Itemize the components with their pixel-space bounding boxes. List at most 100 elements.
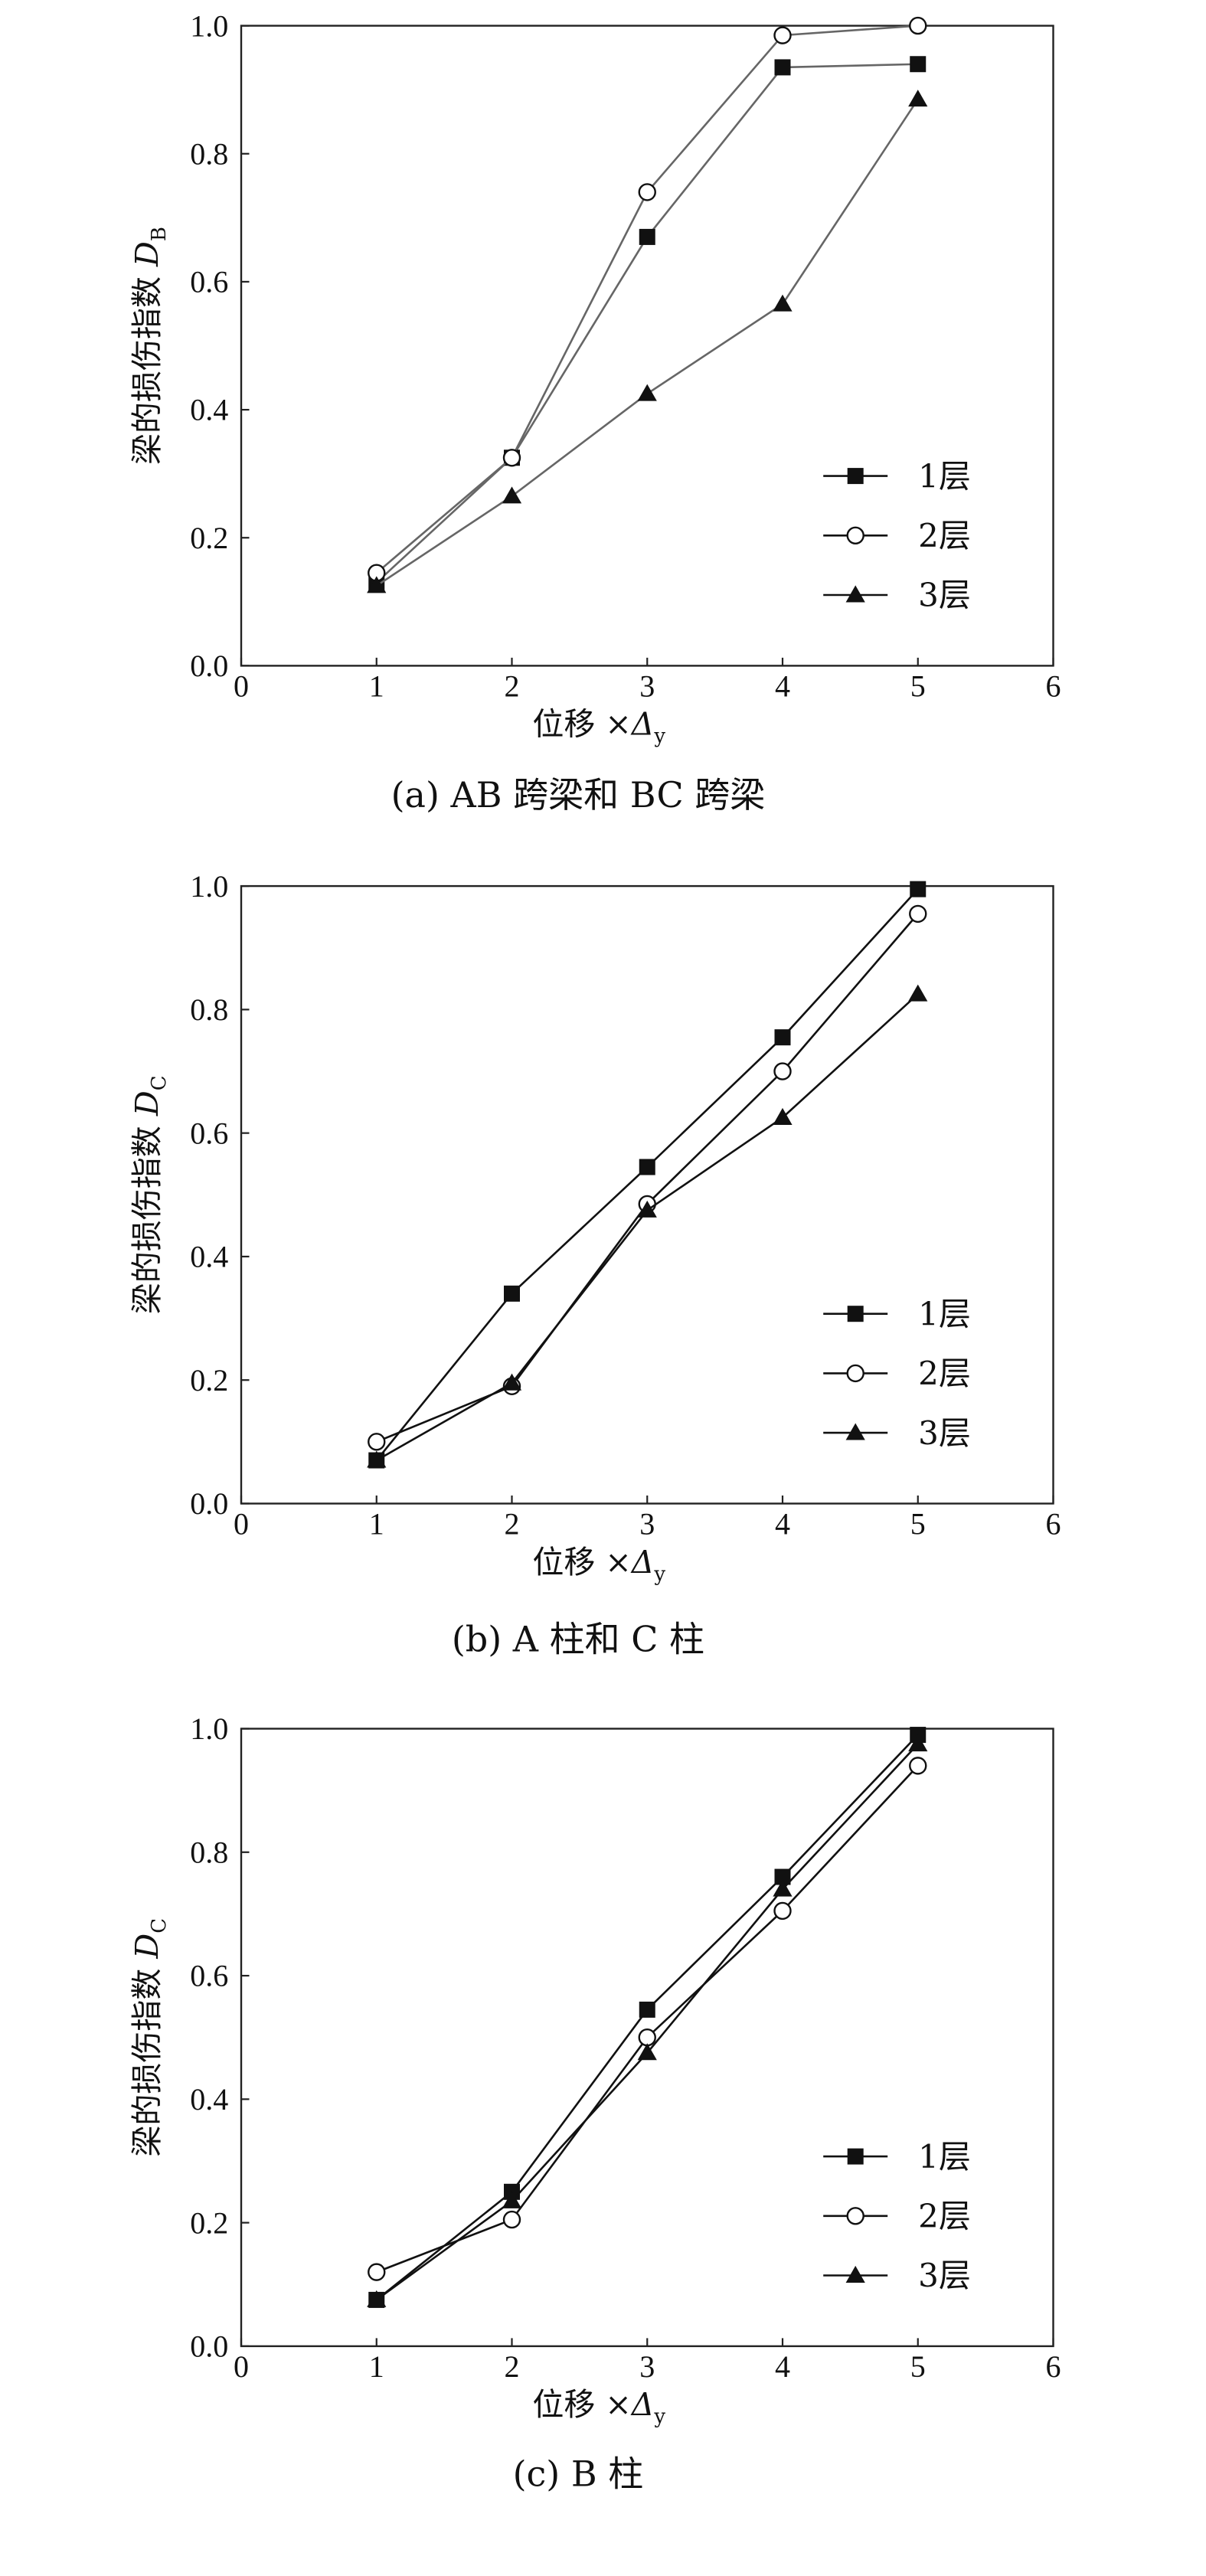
- legend-label: 1层: [918, 2138, 971, 2176]
- y-axis-label: 梁的损伤指数 DC: [129, 1918, 171, 2157]
- data-point: [774, 1029, 791, 1046]
- data-point: [910, 56, 927, 73]
- x-tick-label: 6: [1046, 669, 1061, 703]
- series-line: [376, 1764, 919, 2274]
- data-point: [637, 2043, 657, 2061]
- data-point: [773, 1107, 793, 1125]
- x-tick-label: 6: [1046, 2349, 1061, 2384]
- legend: 1层 2层 3层: [823, 457, 971, 614]
- panel-caption: (a) AB 跨梁和 BC 跨梁: [391, 774, 766, 816]
- legend-label: 3层: [918, 2257, 971, 2294]
- panel-caption: (b) A 柱和 C 柱: [452, 1619, 704, 1660]
- legend-item: 2层: [823, 517, 971, 554]
- x-tick-label: 4: [775, 669, 790, 703]
- data-point: [910, 881, 927, 897]
- data-point: [368, 2263, 386, 2281]
- legend-marker: [846, 1364, 864, 1383]
- data-point: [504, 1285, 520, 1302]
- y-axis-label: 梁的损伤指数 DC: [129, 1075, 171, 1314]
- y-tick-label: 0.2: [190, 2205, 228, 2240]
- x-tick-label: 3: [639, 2349, 655, 2384]
- x-tick-label: 1: [369, 1506, 384, 1541]
- y-tick-label: 0.0: [190, 1486, 228, 1521]
- x-axis-label: 位移 ×Δy: [532, 1544, 665, 1586]
- legend-marker: [847, 2148, 864, 2165]
- legend-label: 1层: [918, 1295, 971, 1332]
- series-2: [368, 16, 927, 582]
- data-point: [909, 16, 927, 35]
- series-line: [376, 993, 919, 1462]
- legend-item: 3层: [823, 577, 971, 614]
- x-tick-label: 1: [369, 669, 384, 703]
- y-tick-label: 0.0: [190, 649, 228, 683]
- data-point: [639, 1159, 655, 1175]
- y-tick-label: 0.6: [190, 265, 228, 299]
- data-point: [502, 486, 522, 504]
- series-3: [367, 1734, 928, 2307]
- data-point: [367, 576, 387, 593]
- x-tick-label: 4: [775, 2349, 790, 2384]
- data-point: [639, 228, 655, 245]
- data-point: [637, 384, 657, 401]
- data-point: [368, 1433, 386, 1451]
- legend-label: 1层: [918, 457, 971, 495]
- y-tick-label: 0.2: [190, 1363, 228, 1398]
- y-tick-label: 0.0: [190, 2329, 228, 2364]
- chart-panel-3: 0 1 2 3 4 5 6 0.0 0.2 0.4 0.6 0.8 1.0 位移 ×Δy 梁的损伤指数 DC…: [129, 1711, 1061, 2494]
- chart-panel-1: 0 1 2 3 4 5 6 0.0 0.2 0.4 0.6 0.8 1.0 位移 ×Δy 梁的损伤指数 DB…: [129, 8, 1061, 816]
- y-tick-label: 0.6: [190, 1959, 228, 1993]
- legend-marker: [845, 1423, 865, 1440]
- x-axis-label: 位移 ×Δy: [532, 706, 665, 748]
- x-tick-label: 4: [775, 1506, 790, 1541]
- series-1: [368, 56, 927, 591]
- data-point: [637, 1200, 657, 1218]
- series-2: [368, 1757, 927, 2281]
- x-tick-label: 0: [234, 1506, 249, 1541]
- data-point: [639, 2001, 655, 2018]
- legend-item: 1层: [823, 457, 971, 495]
- legend-marker: [847, 1306, 864, 1322]
- legend-item: 1层: [823, 1295, 971, 1332]
- data-point: [502, 2210, 521, 2229]
- legend-label: 2层: [918, 1355, 971, 1392]
- data-point: [774, 59, 791, 76]
- data-point: [502, 449, 521, 467]
- x-tick-label: 3: [639, 669, 655, 703]
- series-1: [368, 881, 927, 1469]
- x-tick-label: 5: [910, 1506, 926, 1541]
- y-tick-label: 0.8: [190, 1835, 228, 1869]
- x-tick-label: 2: [505, 669, 520, 703]
- data-point: [502, 1373, 522, 1391]
- legend: 1层 2层 3层: [823, 1295, 971, 1452]
- series-line: [376, 99, 919, 587]
- series-3: [367, 90, 928, 593]
- y-tick-label: 0.4: [190, 393, 228, 427]
- data-point: [908, 1734, 928, 1752]
- data-point: [773, 26, 792, 44]
- x-tick-label: 2: [505, 1506, 520, 1541]
- y-tick-label: 1.0: [190, 1711, 228, 1746]
- data-point: [773, 294, 793, 312]
- panel-caption: (c) B 柱: [513, 2453, 644, 2495]
- data-point: [909, 904, 927, 924]
- data-point: [773, 1879, 793, 1897]
- legend-label: 2层: [918, 2198, 971, 2235]
- legend-item: 1层: [823, 2138, 971, 2176]
- y-tick-label: 0.2: [190, 521, 228, 555]
- y-axis-label: 梁的损伤指数 DB: [129, 227, 171, 465]
- x-axis-label: 位移 ×Δy: [532, 2386, 665, 2428]
- data-point: [908, 984, 928, 1002]
- y-tick-label: 1.0: [190, 8, 228, 43]
- y-tick-label: 0.8: [190, 136, 228, 171]
- x-tick-label: 1: [369, 2349, 384, 2384]
- x-tick-label: 2: [505, 2349, 520, 2384]
- legend-marker: [845, 585, 865, 603]
- legend-item: 3层: [823, 2257, 971, 2294]
- legend-label: 3层: [918, 577, 971, 614]
- data-point: [908, 90, 928, 107]
- plot-frame: [240, 25, 1054, 667]
- x-tick-label: 5: [910, 2349, 926, 2384]
- series-line: [376, 913, 919, 1443]
- legend-label: 3层: [918, 1414, 971, 1452]
- legend-item: 2层: [823, 2198, 971, 2235]
